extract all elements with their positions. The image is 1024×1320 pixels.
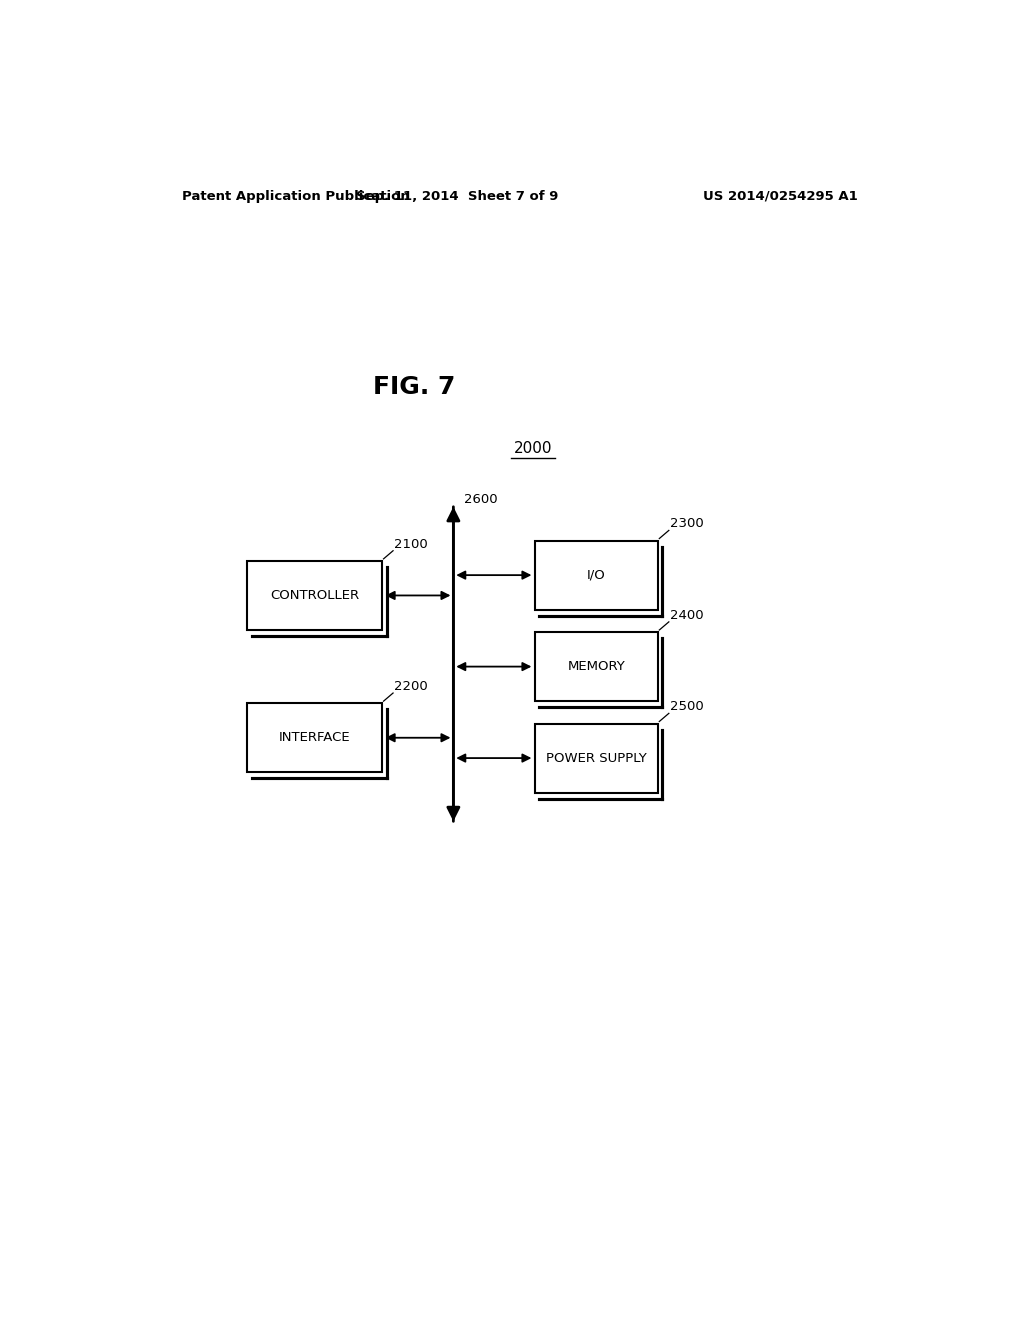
Bar xyxy=(247,561,382,630)
Text: INTERFACE: INTERFACE xyxy=(279,731,350,744)
Text: FIG. 7: FIG. 7 xyxy=(373,375,455,399)
Text: 2000: 2000 xyxy=(513,441,552,455)
Text: Patent Application Publication: Patent Application Publication xyxy=(182,190,410,202)
Text: 2100: 2100 xyxy=(394,537,428,550)
Text: I/O: I/O xyxy=(587,569,605,582)
Text: 2600: 2600 xyxy=(464,492,498,506)
Text: 2400: 2400 xyxy=(670,609,703,622)
Text: CONTROLLER: CONTROLLER xyxy=(270,589,359,602)
Text: POWER SUPPLY: POWER SUPPLY xyxy=(546,751,646,764)
Text: 2500: 2500 xyxy=(670,701,703,713)
Bar xyxy=(535,723,657,792)
Text: Sep. 11, 2014  Sheet 7 of 9: Sep. 11, 2014 Sheet 7 of 9 xyxy=(356,190,558,202)
Text: 2200: 2200 xyxy=(394,680,428,693)
Bar xyxy=(535,541,657,610)
Bar xyxy=(247,704,382,772)
Text: 2300: 2300 xyxy=(670,517,703,531)
Text: US 2014/0254295 A1: US 2014/0254295 A1 xyxy=(703,190,858,202)
Text: MEMORY: MEMORY xyxy=(567,660,625,673)
Bar xyxy=(535,632,657,701)
